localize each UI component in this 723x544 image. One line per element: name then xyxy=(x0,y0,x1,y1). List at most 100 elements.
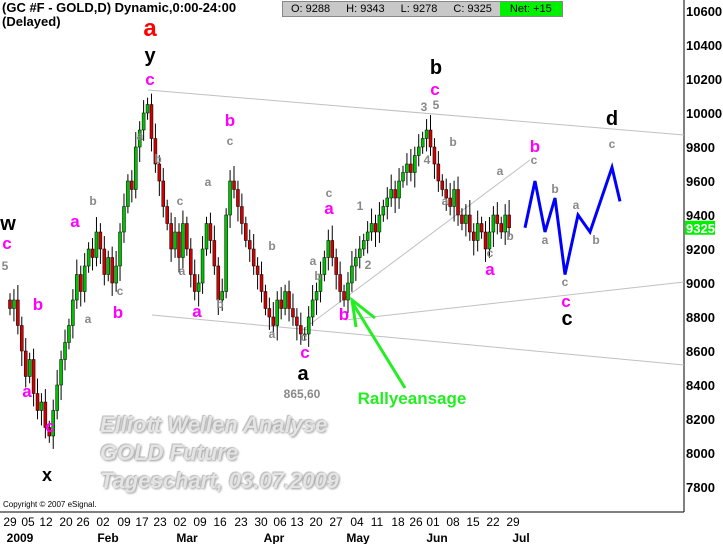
candle xyxy=(43,401,48,428)
copyright: Copyright © 2007 eSignal. xyxy=(3,500,97,509)
quote-close: C: 9325 xyxy=(453,3,492,15)
wave-label: w xyxy=(0,213,16,235)
candle xyxy=(409,163,413,173)
candle xyxy=(134,146,138,190)
wave-label: c xyxy=(609,137,616,151)
candle xyxy=(507,214,511,228)
candle xyxy=(495,214,500,224)
candle xyxy=(8,299,12,309)
candle xyxy=(177,231,181,258)
wave-label: a xyxy=(324,199,334,218)
candle xyxy=(51,410,55,437)
candle xyxy=(12,299,16,309)
candle xyxy=(165,206,169,224)
x-tick-label: 02 xyxy=(96,515,110,529)
candle xyxy=(16,299,20,326)
wave-label: c xyxy=(430,80,439,99)
wave-label: a xyxy=(485,260,495,279)
candle xyxy=(448,197,452,207)
wave-label: d xyxy=(606,108,618,130)
candle xyxy=(82,265,87,292)
month-label: Mar xyxy=(176,531,198,544)
candle xyxy=(401,172,405,182)
candle xyxy=(479,223,484,233)
x-tick-label: 29 xyxy=(506,515,520,529)
x-tick-label: 30 xyxy=(254,515,268,529)
candle xyxy=(185,223,189,250)
wave-label: a xyxy=(70,212,80,231)
candle xyxy=(361,240,366,250)
candle xyxy=(405,163,409,173)
candle xyxy=(236,189,240,207)
x-tick-label: 13 xyxy=(290,515,304,529)
candle xyxy=(424,129,429,139)
candle xyxy=(247,240,252,250)
y-tick-label: 9000 xyxy=(686,276,715,291)
quote-open: O: 9288 xyxy=(291,3,331,15)
wave-label: a xyxy=(497,164,504,178)
candle xyxy=(145,104,150,114)
candle xyxy=(63,342,67,360)
candle xyxy=(157,163,162,182)
wave-label: 865,60 xyxy=(284,387,321,401)
x-tick-label: 20 xyxy=(59,515,73,529)
candle xyxy=(181,223,185,258)
candle xyxy=(216,265,221,301)
x-tick-label: 04 xyxy=(350,515,364,529)
wave-label: c xyxy=(45,417,54,436)
candle xyxy=(397,180,401,199)
wave-label: c xyxy=(117,284,124,298)
wave-label: b xyxy=(314,269,321,283)
candle xyxy=(314,291,319,301)
month-label: Jul xyxy=(512,531,529,544)
y-tick-label: 8800 xyxy=(686,310,715,325)
quote-net: Net: +15 xyxy=(499,2,562,16)
wave-label: a xyxy=(192,302,202,321)
wave-label: 5 xyxy=(2,259,9,273)
candle xyxy=(322,257,327,275)
candle xyxy=(346,282,350,301)
candle xyxy=(310,299,315,318)
candle xyxy=(208,223,213,241)
candle xyxy=(358,248,362,258)
y-tick-label: 10600 xyxy=(686,4,722,19)
quote-low: L: 9278 xyxy=(400,3,438,15)
candle xyxy=(416,146,421,156)
quote-bar: O: 9288 H: 9343 L: 9278 C: 9325 Net: +15 xyxy=(282,1,563,17)
x-tick-label: 02 xyxy=(173,515,187,529)
y-tick-label: 7800 xyxy=(686,480,715,495)
candle xyxy=(212,240,217,267)
wave-label: Rallyeansage xyxy=(358,389,467,408)
candle xyxy=(255,265,260,275)
x-tick-label: 09 xyxy=(117,515,131,529)
x-tick-label: 15 xyxy=(466,515,480,529)
candle xyxy=(35,393,40,411)
candle xyxy=(59,359,63,386)
y-tick-label: 10200 xyxy=(686,72,722,87)
candle xyxy=(464,214,468,224)
candle xyxy=(31,359,36,394)
x-tick-label: 26 xyxy=(409,515,423,529)
wave-label: 3 xyxy=(421,100,428,114)
x-tick-label: 12 xyxy=(39,515,53,529)
candle xyxy=(420,138,425,148)
wave-label: 5 xyxy=(433,98,440,112)
x-tick-label: 18 xyxy=(391,515,405,529)
x-tick-label: 20 xyxy=(309,515,323,529)
candle xyxy=(369,223,374,233)
watermark-line-1: Elliott Wellen Analyse xyxy=(100,412,328,437)
candle xyxy=(393,189,397,199)
candle xyxy=(471,231,476,241)
x-tick-label: 17 xyxy=(135,515,149,529)
candle xyxy=(126,180,130,207)
candle xyxy=(350,265,354,284)
candle xyxy=(381,206,386,216)
wave-label: c xyxy=(487,246,494,260)
trend-line xyxy=(147,89,685,136)
candle xyxy=(224,214,228,292)
y-tick-label: 10000 xyxy=(686,106,722,121)
candle xyxy=(114,265,118,284)
y-tick-label: 10400 xyxy=(686,38,722,53)
wave-label: a xyxy=(22,382,32,401)
wave-label: c xyxy=(227,134,234,148)
